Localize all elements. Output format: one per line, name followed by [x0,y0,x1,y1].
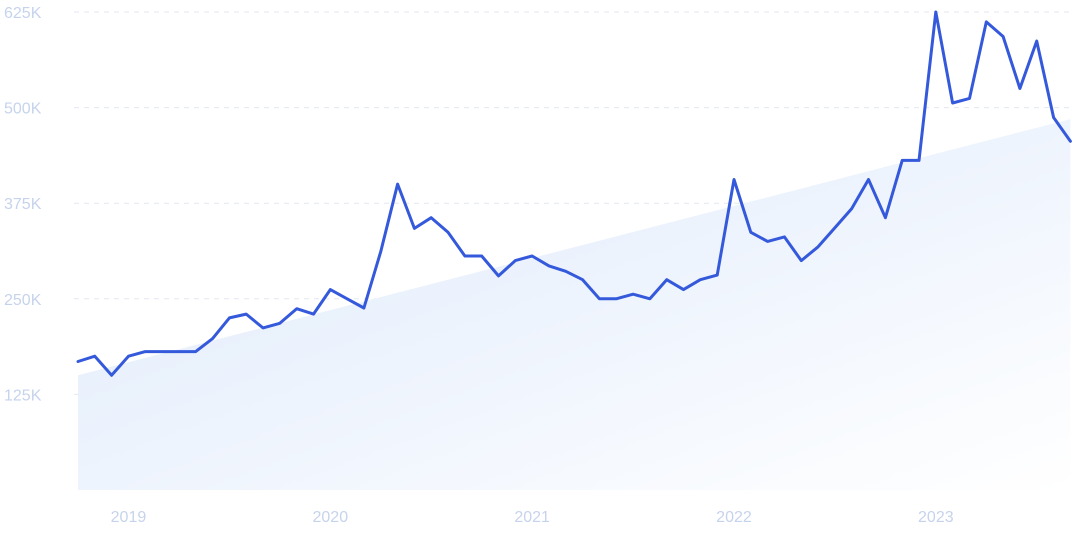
y-tick-label: 125K [4,387,42,404]
y-axis-ticks: 125K 250K 375K 500K 625K [4,5,42,404]
x-tick-label: 2023 [918,509,954,526]
x-axis-ticks: 2019 2020 2021 2022 2023 [111,509,954,526]
y-tick-label: 250K [4,292,42,309]
y-tick-label: 375K [4,196,42,213]
y-tick-label: 625K [4,5,42,22]
x-tick-label: 2019 [111,509,147,526]
trend-area [78,119,1071,491]
x-tick-label: 2020 [313,509,349,526]
series-line-layer [76,10,1072,377]
trend-area-layer [78,119,1071,491]
x-tick-label: 2022 [716,509,752,526]
x-tick-label: 2021 [514,509,550,526]
series-line [76,10,1072,377]
y-tick-label: 500K [4,101,42,118]
